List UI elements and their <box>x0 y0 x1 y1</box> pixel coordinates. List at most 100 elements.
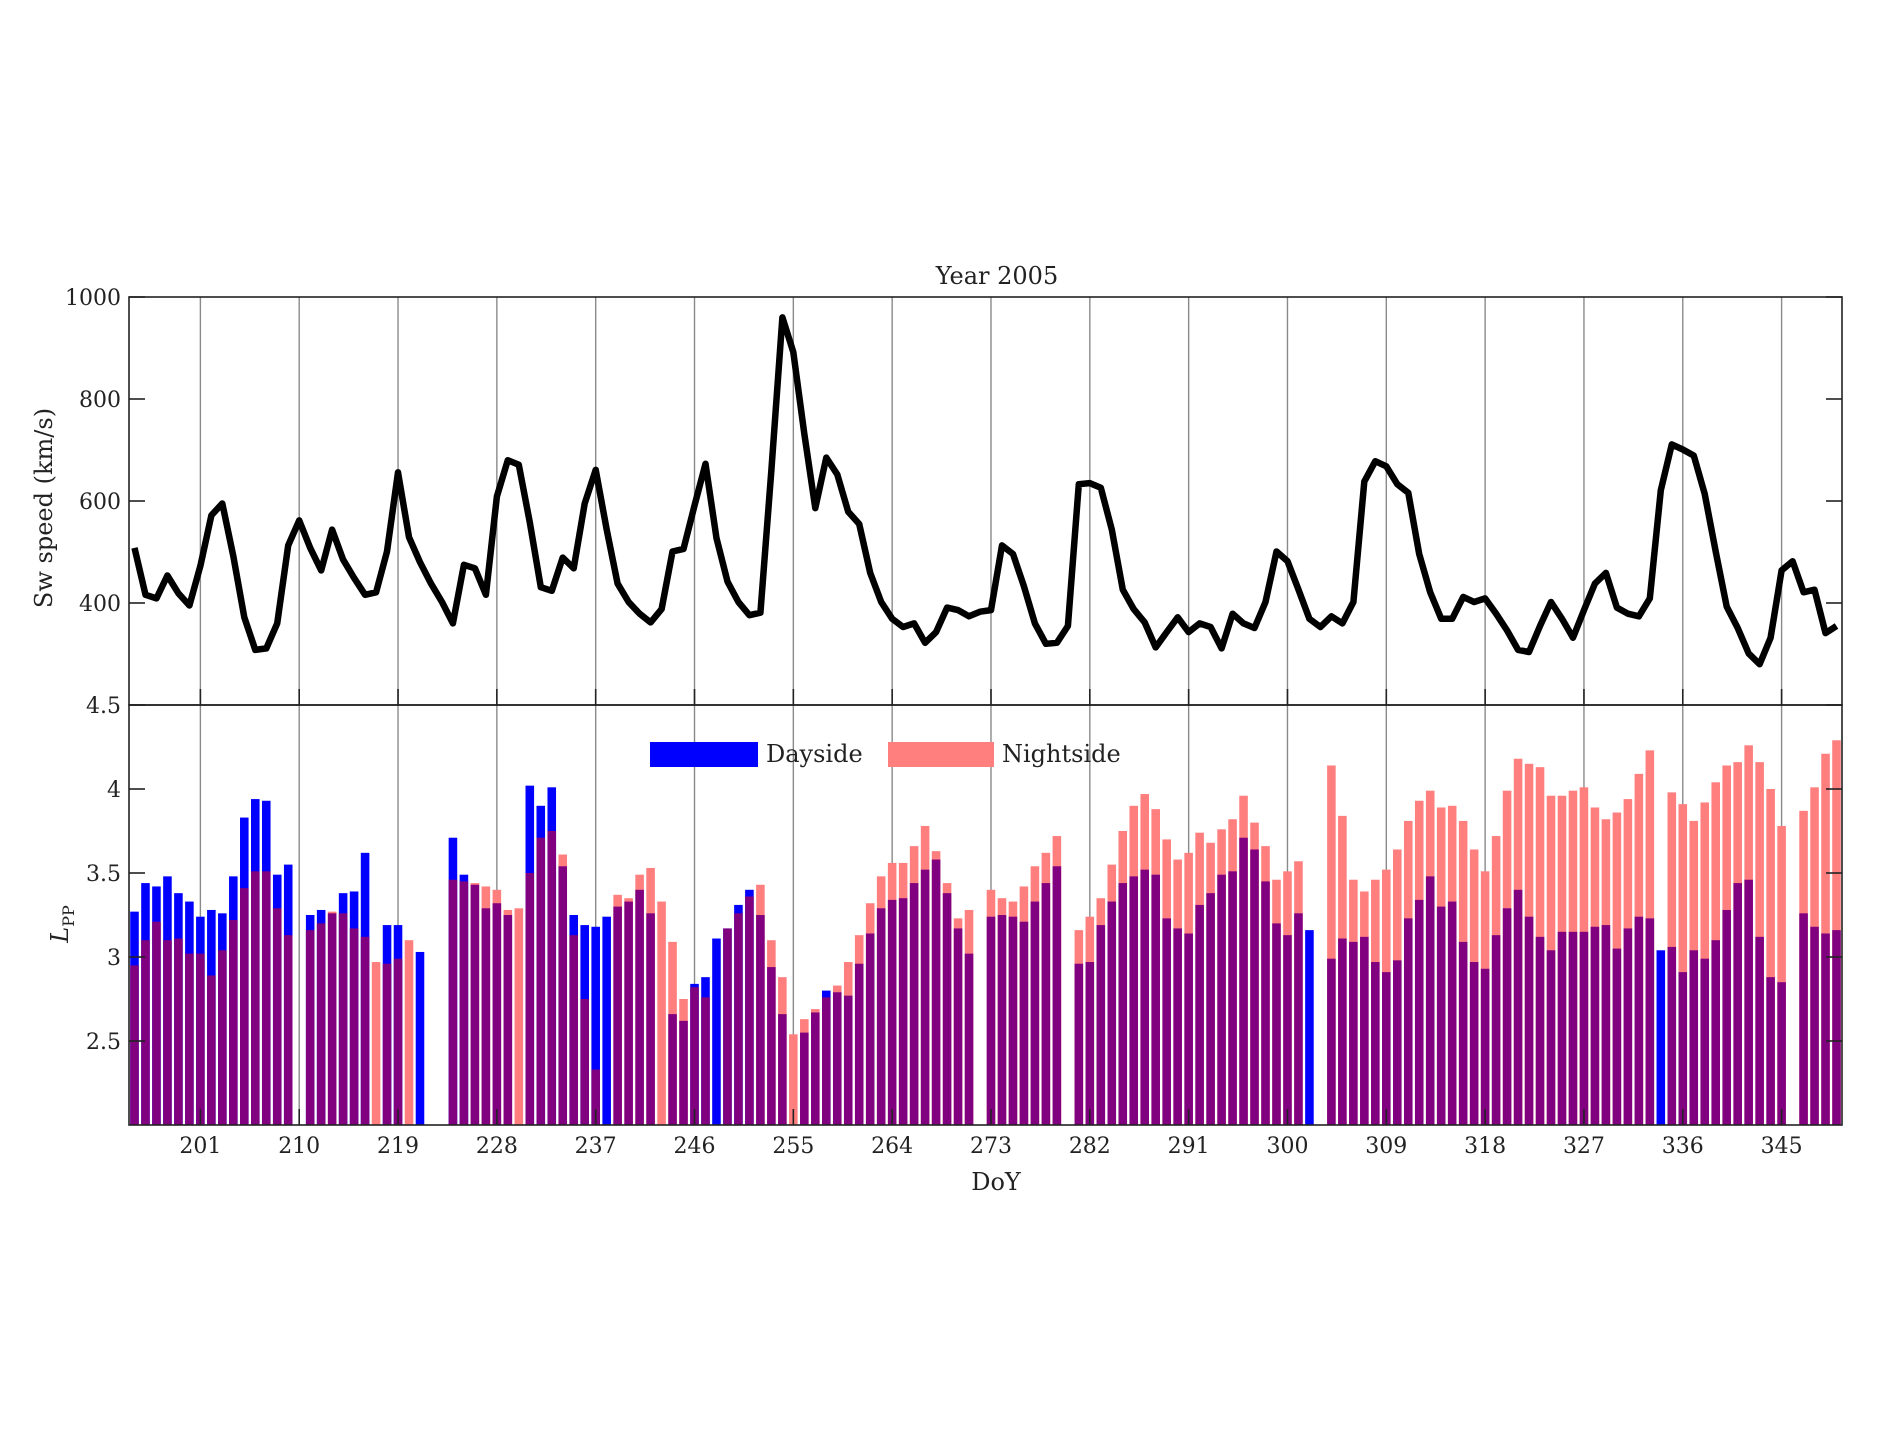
bar-overlap <box>1733 883 1742 1125</box>
bar-overlap <box>767 967 776 1125</box>
x-tick-label: 336 <box>1662 1134 1704 1159</box>
bar-overlap <box>240 888 249 1125</box>
x-tick-label: 237 <box>575 1134 617 1159</box>
legend-label-dayside: Dayside <box>766 740 863 768</box>
bar-overlap <box>800 1032 809 1125</box>
bar-overlap <box>1217 874 1226 1125</box>
bar-overlap <box>1414 899 1424 1125</box>
bar-overlap <box>997 915 1007 1125</box>
bar-overlap <box>1568 931 1578 1125</box>
bar-overlap <box>1766 977 1775 1125</box>
bar-overlap <box>1491 935 1501 1125</box>
bar-nightside <box>1766 789 1775 1125</box>
x-tick-label: 219 <box>377 1134 419 1159</box>
bar-overlap <box>1085 962 1095 1125</box>
bar-overlap <box>1590 926 1600 1125</box>
x-tick-label: 282 <box>1069 1134 1111 1159</box>
bar-overlap <box>1678 972 1688 1125</box>
bar-overlap <box>1118 883 1128 1125</box>
bar-nightside <box>371 962 381 1125</box>
y-tick-label-top: 1000 <box>65 286 121 311</box>
bar-overlap <box>536 837 546 1125</box>
bar-overlap <box>1283 935 1292 1125</box>
bar-overlap <box>624 901 633 1125</box>
bar-overlap <box>547 831 557 1125</box>
bar-overlap <box>1513 889 1523 1125</box>
x-tick-label: 309 <box>1365 1134 1407 1159</box>
bar-overlap <box>1755 936 1764 1125</box>
bar-overlap <box>1052 866 1062 1125</box>
bar-overlap <box>734 913 743 1125</box>
bar-overlap <box>305 930 315 1125</box>
bar-overlap <box>1019 921 1029 1125</box>
bar-overlap <box>1832 930 1841 1125</box>
y-tick-label-bottom: 3 <box>107 946 121 971</box>
x-tick-label: 318 <box>1464 1134 1506 1159</box>
bar-overlap <box>1502 908 1512 1125</box>
bar-nightside <box>1327 765 1336 1125</box>
bar-overlap <box>1074 963 1084 1125</box>
bar-overlap <box>668 1014 677 1125</box>
x-tick-label: 210 <box>278 1134 320 1159</box>
bar-overlap <box>1206 893 1215 1125</box>
bar-overlap <box>1294 913 1303 1125</box>
bar-overlap <box>1711 940 1721 1125</box>
lpp-bars <box>130 740 1841 1125</box>
bar-overlap <box>1392 960 1402 1125</box>
bar-overlap <box>261 871 271 1125</box>
y-tick-label-bottom: 3.5 <box>86 862 121 887</box>
x-tick-label: 246 <box>674 1134 716 1159</box>
bar-overlap <box>1557 931 1567 1125</box>
legend: Dayside Nightside <box>650 740 1121 768</box>
bar-dayside <box>591 926 600 1125</box>
bar-overlap <box>1722 909 1731 1125</box>
bar-overlap <box>1261 881 1270 1125</box>
bar-overlap <box>1250 849 1259 1125</box>
bar-nightside <box>1678 804 1688 1125</box>
legend-swatch-dayside <box>650 742 758 767</box>
bar-overlap <box>283 935 293 1125</box>
bar-overlap <box>1129 876 1139 1125</box>
x-tick-label: 327 <box>1563 1134 1605 1159</box>
bar-overlap <box>1140 869 1150 1125</box>
bar-overlap <box>898 898 908 1125</box>
bar-nightside <box>404 940 414 1125</box>
bar-overlap <box>272 908 282 1125</box>
bar-overlap <box>185 953 194 1125</box>
bar-overlap <box>821 997 831 1125</box>
lpp-label-sub: PP <box>59 905 78 927</box>
bar-overlap <box>1228 871 1237 1125</box>
legend-swatch-nightside <box>888 742 994 767</box>
bar-overlap <box>1030 901 1040 1125</box>
x-tick-label: 300 <box>1266 1134 1308 1159</box>
bar-overlap <box>1645 918 1655 1125</box>
bar-overlap <box>1041 883 1051 1125</box>
bar-overlap <box>1239 837 1248 1125</box>
bar-overlap <box>1612 948 1622 1125</box>
x-tick-label: 201 <box>179 1134 221 1159</box>
bar-overlap <box>1799 913 1808 1125</box>
bar-overlap <box>316 923 326 1125</box>
bar-overlap <box>338 913 348 1125</box>
bar-overlap <box>1436 906 1446 1125</box>
legend-label-nightside: Nightside <box>1002 740 1121 768</box>
bar-overlap <box>690 987 699 1125</box>
bar-overlap <box>327 913 337 1125</box>
bar-overlap <box>1327 958 1336 1125</box>
bar-overlap <box>646 913 655 1125</box>
y-tick-label-top: 600 <box>79 490 121 515</box>
bar-overlap <box>1107 901 1117 1125</box>
bar-overlap <box>679 1020 688 1125</box>
bar-overlap <box>163 940 172 1125</box>
bar-overlap <box>854 963 864 1125</box>
bar-overlap <box>470 884 480 1125</box>
bar-overlap <box>1382 972 1391 1125</box>
bar-nightside <box>514 908 524 1125</box>
bar-overlap <box>360 936 370 1125</box>
bar-overlap <box>174 938 183 1125</box>
bar-overlap <box>1184 933 1193 1125</box>
bar-overlap <box>1667 946 1677 1125</box>
bar-overlap <box>130 965 139 1125</box>
bar-overlap <box>218 950 227 1125</box>
top-y-axis-label: Sw speed (km/s) <box>30 408 58 608</box>
